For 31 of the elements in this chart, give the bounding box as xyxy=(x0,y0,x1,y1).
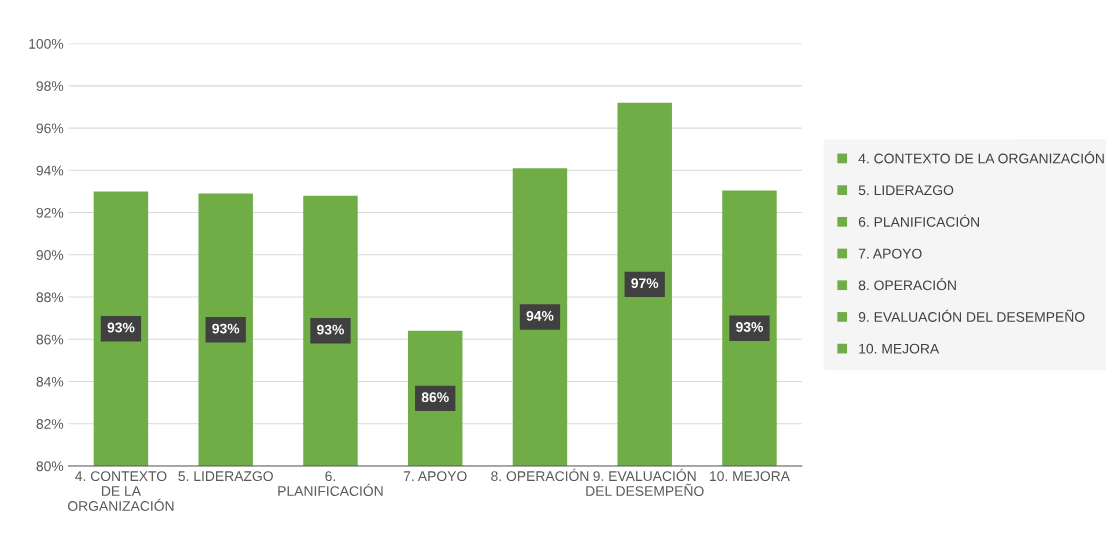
x-tick-label: 10. MEJORA xyxy=(710,471,790,482)
y-tick-label: 98% xyxy=(36,81,64,92)
data-label: 93% xyxy=(212,323,240,334)
y-tick-label: 96% xyxy=(36,123,64,134)
x-tick-label: 6. PLANIFICACIÓN xyxy=(278,471,383,496)
x-tick-label: 8. OPERACIÓN xyxy=(491,468,589,482)
x-tick-label: 4. CONTEXTO DE LA ORGANIZACIÓN xyxy=(67,471,174,511)
data-label: 93% xyxy=(107,322,135,333)
data-label: 97% xyxy=(631,278,659,289)
data-label: 86% xyxy=(421,392,449,403)
legend-label: 9. EVALUACIÓN DEL DESEMPEÑO xyxy=(858,309,1085,322)
y-tick-label: 80% xyxy=(36,461,64,472)
data-label: 93% xyxy=(736,322,764,332)
legend-label: 7. APOYO xyxy=(858,248,922,259)
data-label: 94% xyxy=(526,310,554,321)
legend-label: 6. PLANIFICACIÓN xyxy=(858,214,979,227)
x-tick-label: 5. LIDERAZGO xyxy=(178,471,273,482)
legend-label: 10. MEJORA xyxy=(859,343,940,354)
y-tick-label: 90% xyxy=(36,250,64,260)
y-tick-label: 94% xyxy=(36,165,64,176)
legend-label: 8. OPERACIÓN xyxy=(858,278,956,291)
data-label: 93% xyxy=(317,324,344,335)
y-tick-label: 88% xyxy=(36,292,64,303)
x-tick-label: 7. APOYO xyxy=(403,471,467,482)
y-tick-label: 92% xyxy=(36,207,64,218)
legend-label: 5. LIDERAZGO xyxy=(858,185,954,196)
y-tick-label: 86% xyxy=(36,334,64,345)
legend-label: 4. CONTEXTO DE LA ORGANIZACIÓN xyxy=(858,151,1104,164)
y-tick-label: 82% xyxy=(36,419,64,429)
y-tick-label: 84% xyxy=(36,376,64,387)
y-tick-label: 100% xyxy=(29,38,64,49)
